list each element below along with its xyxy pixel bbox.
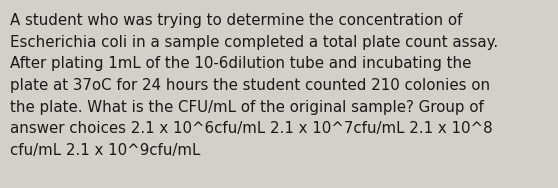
- Text: A student who was trying to determine the concentration of
Escherichia coli in a: A student who was trying to determine th…: [10, 13, 498, 158]
